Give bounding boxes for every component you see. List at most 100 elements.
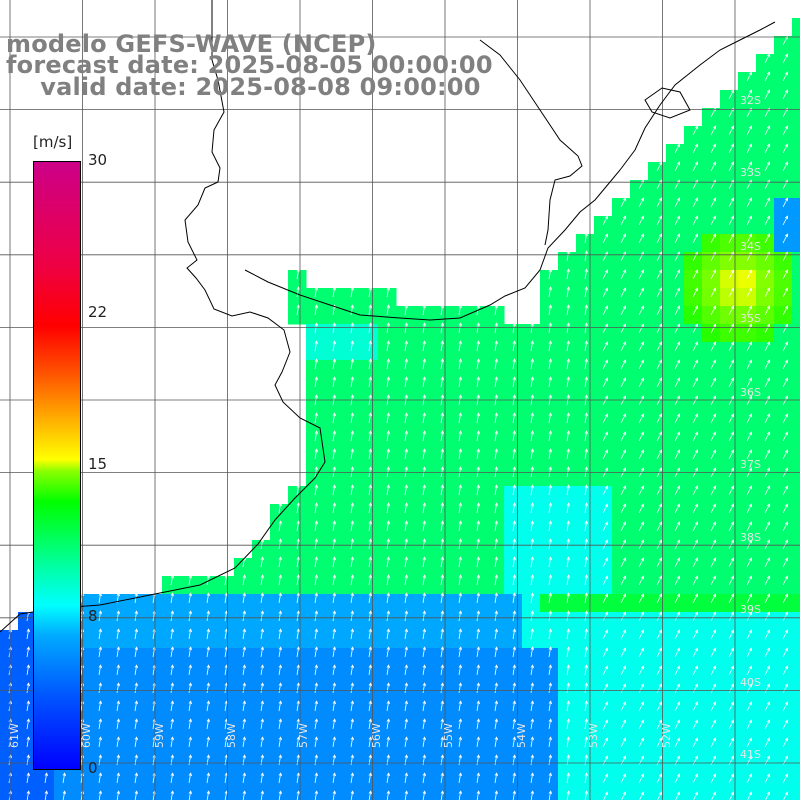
wind-arrow [530,376,535,388]
wind-arrow [638,287,644,298]
wind-cell [630,486,649,505]
wind-arrow [440,502,445,514]
wind-arrow [260,700,265,712]
wind-cell [594,576,613,595]
lat-label: 37S [740,458,761,471]
wind-cell [630,234,649,253]
wind-cell [144,594,163,613]
wind-cell [558,432,577,451]
wind-arrow [728,539,734,550]
wind-cell [270,540,289,559]
wind-arrow [368,358,373,370]
wind-arrow [368,286,373,298]
wind-arrow [584,340,589,352]
wind-cell [504,414,523,433]
wind-arrow [710,773,716,784]
wind-cell [702,306,721,325]
wind-cell [324,774,343,793]
wind-cell [432,594,451,613]
wind-cell [684,774,703,793]
wind-arrow [674,701,680,712]
wind-cell [432,468,451,487]
wind-arrow [188,646,193,658]
wind-cell [720,378,739,397]
wind-arrow [188,628,193,640]
wind-cell [0,774,19,793]
wind-arrow [494,664,499,676]
wind-arrow [98,664,103,676]
wind-arrow [332,502,337,514]
wind-cell [216,774,235,793]
wind-cell [270,774,289,793]
wind-cell [162,648,181,667]
wind-arrow [620,737,626,748]
wind-arrow [404,412,409,424]
wind-arrow [26,682,31,694]
wind-cell [756,180,775,199]
wind-cell [378,378,397,397]
wind-arrow [638,503,644,514]
wind-cell [378,648,397,667]
wind-cell [792,234,800,253]
wind-cell [594,702,613,721]
wind-cell [126,630,145,649]
wind-cell [324,594,343,613]
wind-cell [144,720,163,739]
wind-arrow [656,737,662,748]
wind-arrow [296,646,301,658]
wind-arrow [566,772,571,784]
wind-cell [720,558,739,577]
wind-cell [378,360,397,379]
wind-cell [468,324,487,343]
wind-arrow [368,466,373,478]
wind-cell [594,738,613,757]
wind-cell [792,108,800,127]
wind-arrow [476,574,481,586]
wind-cell [450,648,469,667]
wind-cell [216,756,235,775]
wind-cell [612,252,631,271]
wind-cell [594,594,613,613]
wind-cell [360,648,379,667]
wind-arrow [620,539,626,550]
wind-cell [630,630,649,649]
wind-arrow [584,592,589,604]
wind-arrow [314,358,319,370]
wind-arrow [782,197,788,208]
wind-arrow [476,340,481,352]
wind-arrow [350,646,355,658]
wind-cell [108,792,127,800]
wind-arrow [332,412,337,424]
wind-arrow [638,341,644,352]
wind-arrow [710,431,716,442]
wind-arrow [332,736,337,748]
wind-arrow [746,161,752,172]
wind-arrow [332,664,337,676]
wind-arrow [530,430,535,442]
wind-cell [18,666,37,685]
wind-arrow [476,376,481,388]
wind-arrow [512,448,517,460]
wind-arrow [584,718,589,730]
wind-cell [702,270,721,289]
wind-cell [324,414,343,433]
wind-arrow [692,287,698,298]
wind-arrow [440,322,445,334]
wind-arrow [656,647,662,658]
wind-cell [576,234,595,253]
wind-cell [324,576,343,595]
wind-cell [738,756,757,775]
wind-cell [486,720,505,739]
wind-arrow [548,772,553,784]
wind-arrow [404,448,409,460]
wind-cell [684,360,703,379]
wind-cell [612,594,631,613]
wind-arrow [638,197,644,208]
wind-cell [414,540,433,559]
wind-cell [18,702,37,721]
wind-arrow [764,521,770,532]
wind-arrow [710,629,716,640]
wind-arrow [530,412,535,424]
wind-cell [594,468,613,487]
wind-arrow [764,719,770,730]
